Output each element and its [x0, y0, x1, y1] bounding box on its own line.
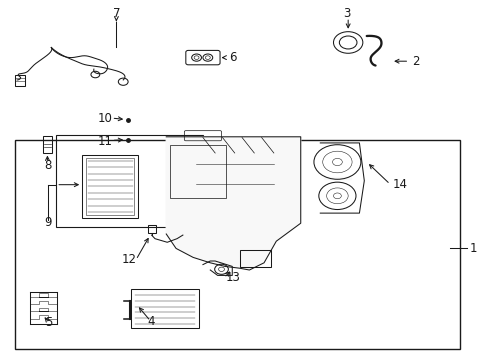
Bar	[56, 135, 203, 227]
Text: 9: 9	[44, 216, 52, 229]
Bar	[86, 158, 134, 215]
Text: 7: 7	[112, 7, 120, 20]
Bar	[131, 289, 198, 328]
Text: 6: 6	[228, 51, 236, 64]
Bar	[82, 155, 138, 218]
Text: 14: 14	[391, 178, 407, 191]
Text: 4: 4	[147, 315, 155, 328]
Text: 11: 11	[98, 135, 113, 148]
Text: 3: 3	[343, 7, 350, 20]
Text: 2: 2	[411, 55, 418, 68]
Polygon shape	[166, 137, 300, 270]
Text: 12: 12	[121, 253, 136, 266]
Bar	[147, 225, 155, 233]
Bar	[42, 136, 52, 153]
Bar	[15, 140, 459, 349]
Bar	[170, 145, 226, 198]
Text: 5: 5	[45, 316, 53, 329]
Bar	[15, 75, 25, 86]
Bar	[239, 250, 271, 267]
Text: 13: 13	[225, 271, 240, 284]
Text: 1: 1	[468, 242, 476, 255]
Text: 8: 8	[44, 159, 52, 172]
Polygon shape	[323, 177, 350, 179]
Text: 10: 10	[98, 112, 112, 125]
